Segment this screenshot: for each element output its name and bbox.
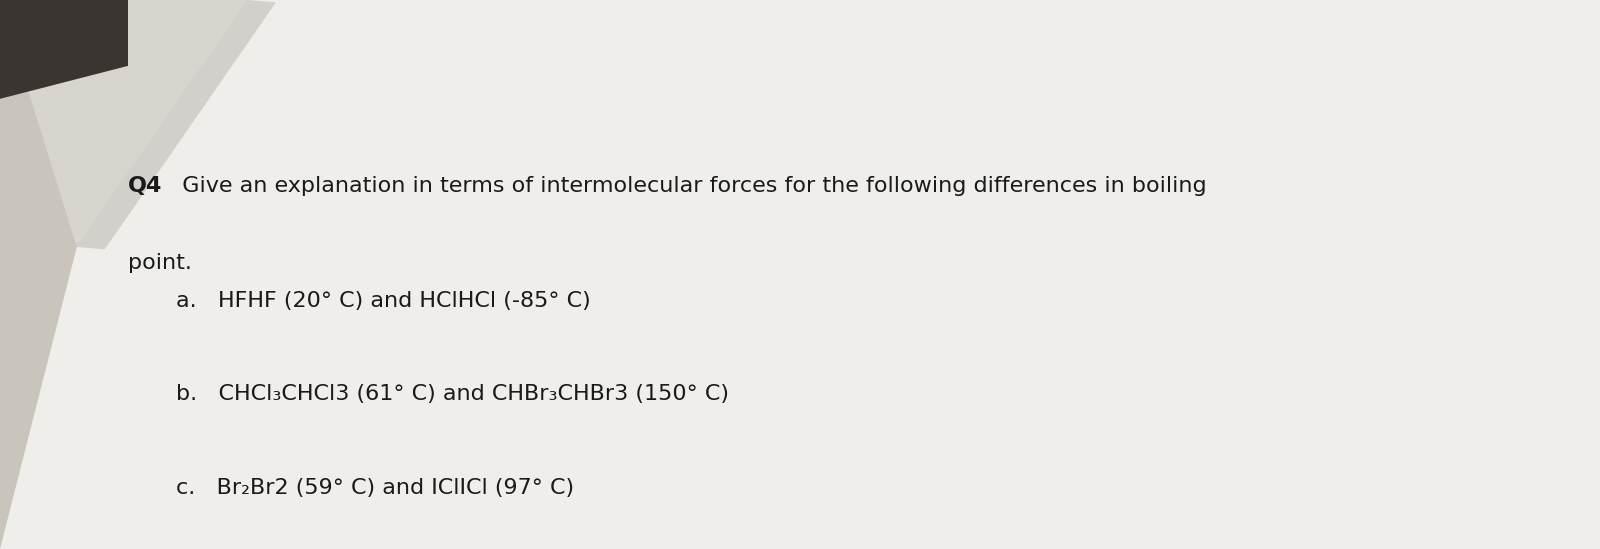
Text: a.   HFHF (20° C) and HClHCl (-85° C): a. HFHF (20° C) and HClHCl (-85° C) <box>176 291 590 311</box>
Text: Give an explanation in terms of intermolecular forces for the following differen: Give an explanation in terms of intermol… <box>168 176 1206 195</box>
Polygon shape <box>77 0 277 249</box>
Text: c.   Br₂Br2 (59° C) and IClICl (97° C): c. Br₂Br2 (59° C) and IClICl (97° C) <box>176 478 574 497</box>
Polygon shape <box>0 0 248 247</box>
Text: b.   CHCl₃CHCl3 (61° C) and CHBr₃CHBr3 (150° C): b. CHCl₃CHCl3 (61° C) and CHBr₃CHBr3 (15… <box>176 384 730 404</box>
Text: point.: point. <box>128 253 192 272</box>
Polygon shape <box>0 0 128 99</box>
Text: Q4: Q4 <box>128 176 162 195</box>
